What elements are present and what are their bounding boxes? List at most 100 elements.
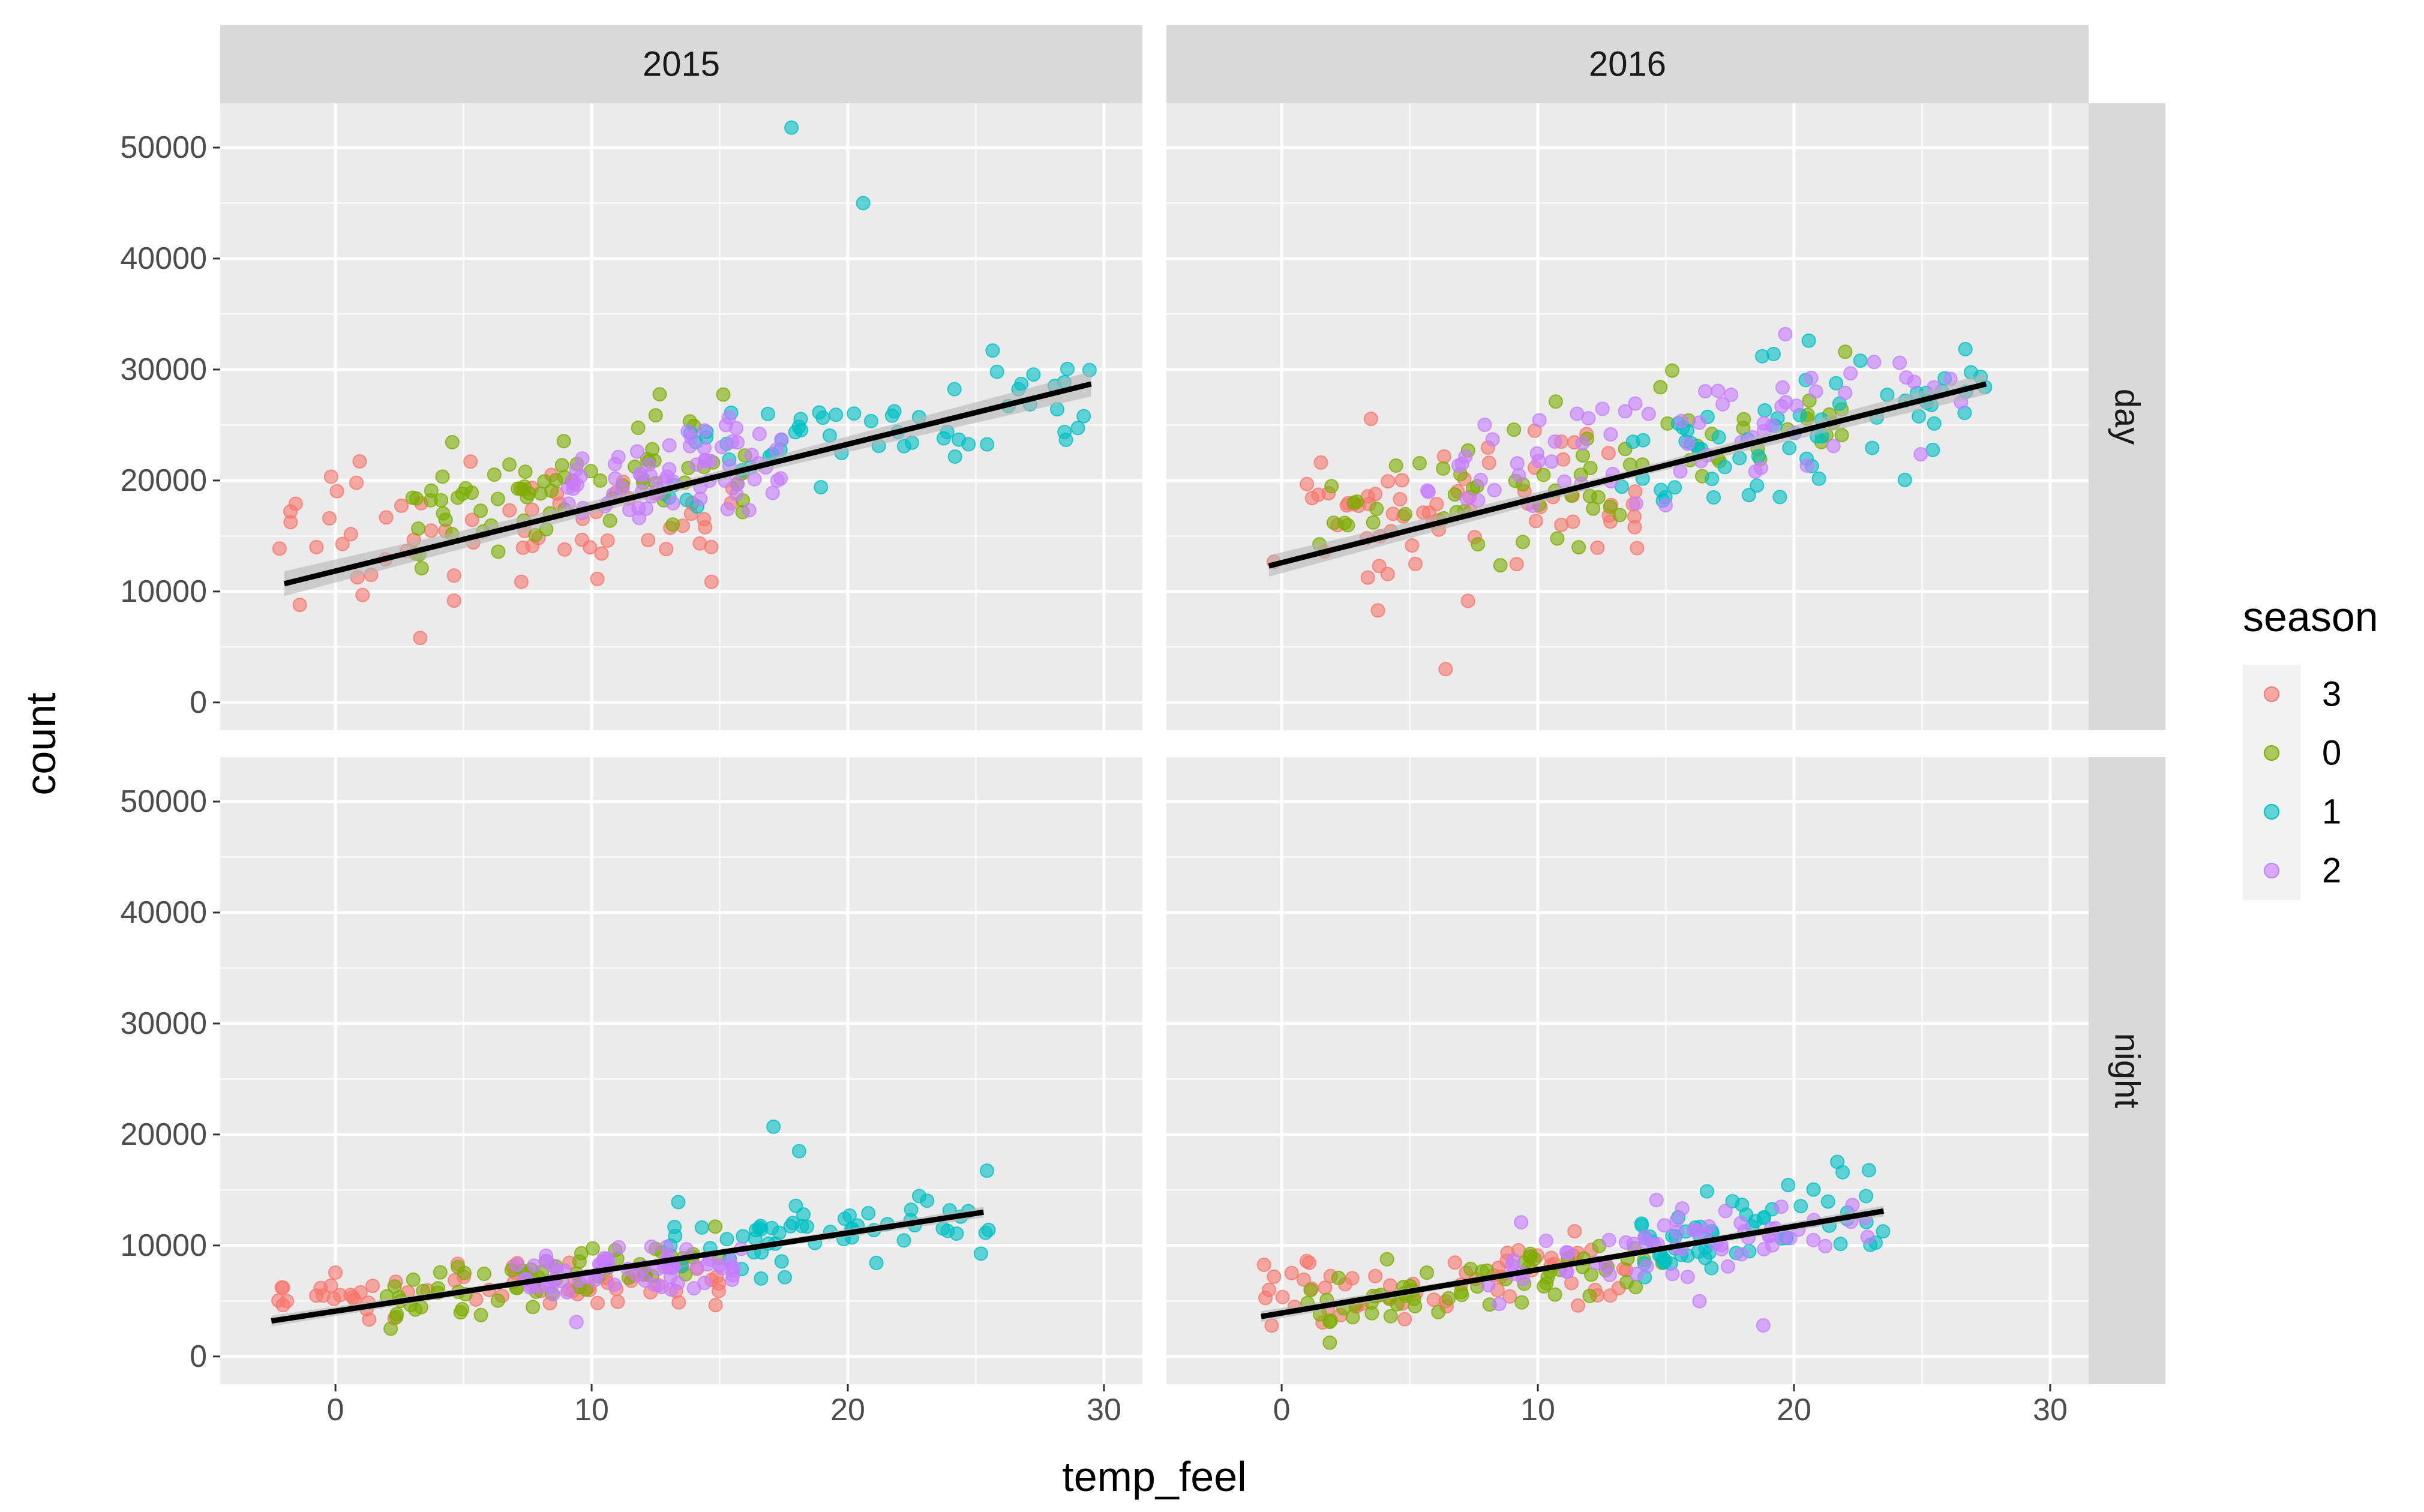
x-tick-label: 10 (574, 1393, 609, 1427)
data-point-season-2 (693, 491, 708, 506)
data-point-season-3 (641, 533, 656, 548)
data-point-season-0 (1447, 487, 1462, 502)
data-point-season-2 (566, 481, 581, 496)
data-point-season-1 (861, 1206, 876, 1220)
data-point-season-0 (1408, 1299, 1423, 1313)
panel-2015-day (220, 103, 1142, 730)
data-point-season-3 (1447, 1255, 1462, 1270)
data-point-season-2 (1595, 401, 1610, 416)
gridlines (1166, 103, 2089, 730)
data-point-season-1 (800, 1219, 814, 1234)
y-tick-label: 50000 (120, 784, 207, 819)
legend-key-1 (2264, 804, 2279, 820)
data-point-season-3 (446, 568, 461, 583)
data-point-season-3 (1313, 455, 1328, 470)
data-point-season-3 (1405, 538, 1420, 553)
data-point-season-3 (343, 527, 358, 542)
data-point-season-3 (1571, 1298, 1585, 1313)
data-point-season-0 (652, 387, 667, 402)
data-point-season-2 (720, 502, 735, 517)
data-point-season-2 (1473, 473, 1488, 487)
data-point-season-1 (973, 1246, 988, 1261)
data-point-season-1 (788, 1198, 803, 1213)
data-point-season-3 (712, 1283, 726, 1298)
data-point-season-0 (455, 487, 470, 501)
data-point-season-1 (1014, 377, 1029, 391)
data-point-season-0 (1345, 1310, 1360, 1325)
data-point-season-2 (1698, 384, 1713, 399)
data-point-season-2 (509, 1258, 524, 1273)
data-point-season-0 (1322, 1335, 1337, 1350)
data-point-season-2 (1510, 456, 1525, 471)
data-point-season-0 (1493, 558, 1508, 573)
data-point-season-3 (272, 541, 287, 556)
data-point-season-3 (1368, 1268, 1383, 1283)
data-point-season-1 (1833, 1237, 1848, 1252)
data-point-season-2 (1774, 399, 1789, 414)
data-point-season-0 (1331, 1270, 1346, 1285)
data-point-season-1 (1711, 430, 1726, 445)
data-point-season-2 (1570, 406, 1585, 421)
data-point-season-0 (406, 1272, 421, 1287)
data-point-season-3 (349, 475, 364, 490)
data-point-season-0 (383, 1321, 398, 1336)
data-point-season-2 (1756, 1242, 1771, 1257)
data-point-season-0 (1582, 488, 1597, 503)
points (271, 1119, 996, 1336)
panel-2016-day (1166, 103, 2089, 730)
data-point-season-2 (1806, 1232, 1821, 1247)
data-point-season-2 (747, 472, 762, 487)
data-point-season-1 (1897, 472, 1912, 487)
data-point-season-3 (659, 542, 674, 557)
x-axis-title: temp_feel (1062, 1453, 1246, 1500)
data-point-season-1 (791, 1144, 806, 1159)
data-point-season-0 (1653, 380, 1668, 395)
legend-label-3: 3 (2322, 675, 2341, 714)
data-point-season-2 (1843, 366, 1858, 381)
panel-2016-night (1166, 757, 2089, 1384)
data-point-season-2 (644, 1239, 659, 1254)
data-point-season-3 (1601, 446, 1616, 461)
data-point-season-1 (989, 364, 1004, 379)
data-point-season-0 (1536, 467, 1551, 482)
data-point-season-1 (1751, 449, 1766, 464)
data-point-season-2 (742, 503, 757, 518)
data-point-season-2 (1724, 388, 1739, 402)
data-point-season-1 (694, 1220, 709, 1235)
data-point-season-3 (335, 536, 350, 551)
data-point-season-3 (1460, 593, 1475, 608)
data-point-season-3 (1360, 570, 1375, 585)
data-point-season-3 (1368, 487, 1383, 502)
data-point-season-3 (1370, 603, 1385, 618)
data-point-season-2 (1485, 432, 1500, 447)
data-point-season-3 (1556, 452, 1571, 467)
data-point-season-3 (332, 1288, 347, 1303)
data-point-season-1 (1861, 1163, 1876, 1178)
data-point-season-3 (1528, 514, 1543, 529)
data-point-season-2 (730, 476, 745, 491)
data-point-season-2 (1420, 483, 1435, 498)
data-point-season-3 (1590, 540, 1605, 555)
data-point-season-2 (1721, 1259, 1735, 1274)
data-point-season-0 (476, 1267, 491, 1281)
data-point-season-0 (1665, 363, 1679, 378)
data-point-season-2 (1506, 1252, 1521, 1267)
strip-day-background (2089, 103, 2165, 730)
data-point-season-0 (1412, 456, 1427, 470)
data-point-season-3 (1429, 497, 1444, 512)
data-point-season-3 (1296, 1272, 1311, 1287)
data-point-season-0 (473, 1307, 488, 1322)
data-point-season-0 (411, 521, 426, 536)
data-point-season-0 (1303, 1283, 1318, 1298)
data-point-season-1 (788, 425, 803, 440)
data-point-season-0 (716, 387, 731, 402)
data-point-season-3 (594, 546, 609, 561)
facet-strips: 2015 2016 day night (220, 25, 2165, 1384)
legend-key-0 (2264, 745, 2279, 761)
data-point-season-0 (1612, 508, 1627, 523)
data-point-season-1 (981, 1222, 996, 1237)
y-tick-label: 0 (190, 1339, 207, 1374)
data-point-season-1 (1772, 490, 1787, 505)
data-point-season-2 (1838, 385, 1853, 400)
data-point-season-1 (1865, 440, 1880, 455)
